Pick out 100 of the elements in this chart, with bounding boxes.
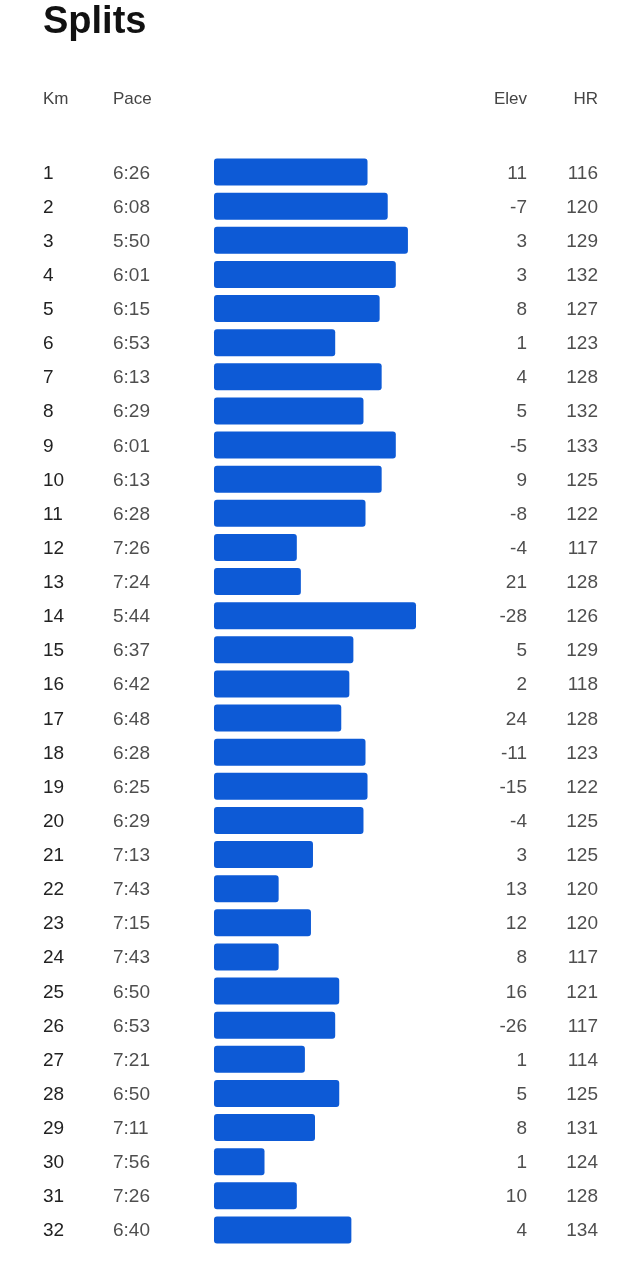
- y-tick-label: 4: [43, 263, 54, 285]
- y-tick-label: 23: [43, 912, 65, 934]
- data-label: 16: [505, 980, 527, 1002]
- data-label: 132: [566, 400, 598, 422]
- bar: [214, 1114, 315, 1142]
- y-axis-title: Km: [43, 89, 69, 108]
- bar: [214, 260, 396, 288]
- bar: [214, 875, 279, 903]
- data-label: 117: [567, 536, 598, 558]
- y-tick-label: 21: [43, 844, 65, 866]
- bar: [214, 909, 311, 937]
- data-label: -26: [499, 1014, 527, 1036]
- data-label: 6:28: [113, 502, 150, 524]
- bar: [214, 738, 366, 766]
- data-label: 122: [566, 775, 598, 797]
- data-label: 6:48: [113, 707, 150, 729]
- y-tick-label: 30: [43, 1151, 65, 1173]
- data-label: 6:29: [113, 400, 150, 422]
- bar: [214, 363, 382, 391]
- bar: [214, 602, 416, 630]
- bar: [214, 465, 382, 493]
- data-label: 1: [516, 1151, 527, 1173]
- data-label: 134: [566, 1219, 599, 1241]
- data-label: 128: [566, 571, 598, 593]
- data-label: 128: [566, 366, 598, 388]
- data-label: 6:29: [113, 809, 150, 831]
- data-label: 117: [567, 1014, 598, 1036]
- data-label: 7:24: [113, 571, 151, 593]
- y-tick-label: 24: [43, 946, 65, 968]
- data-label: 4: [516, 366, 528, 388]
- data-label: 123: [566, 741, 598, 763]
- data-label: -7: [510, 195, 527, 217]
- data-label: 1: [516, 1048, 527, 1070]
- data-label: 6:13: [113, 366, 150, 388]
- y-tick-label: 32: [43, 1219, 65, 1241]
- y-tick-label: 2: [43, 195, 54, 217]
- data-label: 3: [516, 844, 527, 866]
- bar: [214, 704, 342, 732]
- data-label: 114: [567, 1048, 599, 1070]
- data-label: 6:50: [113, 980, 150, 1002]
- y-tick-label: 25: [43, 980, 65, 1002]
- data-label: 5: [516, 1082, 527, 1104]
- data-label: 125: [566, 468, 598, 490]
- data-label: -11: [500, 741, 527, 763]
- bar: [214, 806, 364, 834]
- bar: [214, 772, 368, 800]
- y-tick-label: 31: [43, 1185, 65, 1207]
- text: Pace: [113, 89, 152, 108]
- data-label: 6:40: [113, 1219, 150, 1241]
- y-tick-label: 18: [43, 741, 65, 763]
- data-label: 12: [505, 912, 527, 934]
- data-label: 118: [567, 673, 598, 695]
- bar: [214, 841, 313, 869]
- y-tick-label: 8: [43, 400, 54, 422]
- data-label: 3: [516, 263, 527, 285]
- data-label: 120: [566, 878, 598, 900]
- data-label: 128: [566, 1185, 598, 1207]
- data-label: 6:37: [113, 639, 150, 661]
- data-label: 10: [505, 1185, 527, 1207]
- data-label: 7:11: [113, 1117, 149, 1139]
- data-label: 122: [566, 502, 598, 524]
- bar: [214, 397, 364, 425]
- data-label: 6:53: [113, 1014, 150, 1036]
- data-label: 7:15: [113, 912, 150, 934]
- data-label: 1: [516, 332, 527, 354]
- data-label: 131: [566, 1117, 598, 1139]
- data-label: 21: [505, 571, 527, 593]
- data-label: 6:25: [113, 775, 150, 797]
- bar: [214, 226, 408, 254]
- data-label: -15: [499, 775, 527, 797]
- y-tick-label: 26: [43, 1014, 65, 1036]
- data-label: 117: [567, 946, 598, 968]
- data-label: 133: [566, 434, 598, 456]
- bar: [214, 568, 301, 596]
- data-label: 6:08: [113, 195, 150, 217]
- data-label: 24: [505, 707, 528, 729]
- data-label: 6:50: [113, 1082, 150, 1104]
- bar: [214, 499, 366, 527]
- data-label: 7:56: [113, 1151, 150, 1173]
- y-tick-label: 11: [43, 502, 63, 524]
- data-label: 116: [567, 161, 598, 183]
- data-label: 125: [566, 1082, 598, 1104]
- data-label: 7:26: [113, 1185, 150, 1207]
- data-label: 7:43: [113, 946, 150, 968]
- bar: [214, 1148, 265, 1176]
- data-label: 6:01: [113, 263, 150, 285]
- data-label: -4: [510, 809, 528, 831]
- data-label: 121: [566, 980, 598, 1002]
- data-label: 2: [516, 673, 527, 695]
- bar: [214, 1011, 336, 1039]
- y-tick-label: 20: [43, 809, 65, 831]
- data-label: -28: [499, 605, 527, 627]
- data-label: 13: [505, 878, 527, 900]
- data-label: 4: [516, 1219, 528, 1241]
- data-label: 5:50: [113, 229, 150, 251]
- data-label: 7:26: [113, 536, 150, 558]
- data-label: -5: [510, 434, 527, 456]
- y-tick-label: 14: [43, 605, 65, 627]
- bar: [214, 1079, 340, 1107]
- data-label: 128: [566, 707, 598, 729]
